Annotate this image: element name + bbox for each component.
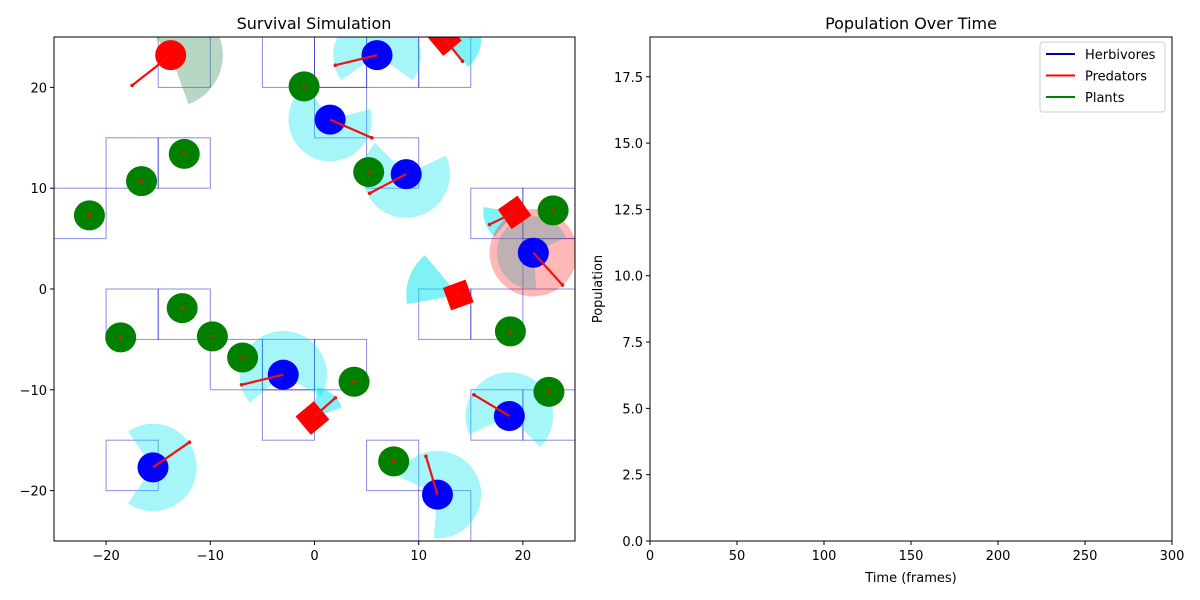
simulation-title: Survival Simulation [237, 14, 392, 33]
legend-label: Plants [1085, 91, 1125, 106]
heading-line [152, 441, 191, 469]
simulation-x-ticks: −20 −10 0 10 20 [92, 541, 531, 564]
heading-line [473, 393, 510, 417]
plant-center-dot [302, 84, 306, 88]
heading-line [329, 118, 373, 139]
heading-tip [456, 293, 461, 297]
population-x-axis-label: Time (frames) [864, 571, 956, 586]
grid-cell [157, 288, 211, 340]
x-tick-label: 100 [812, 549, 837, 564]
grid-cell [261, 338, 315, 391]
x-tick-label: −20 [92, 549, 119, 564]
heading-tip [333, 63, 338, 68]
y-tick-label: 12.5 [614, 203, 643, 218]
x-tick-label: 20 [515, 549, 532, 564]
simulation-plot-area [54, 37, 575, 541]
y-tick-label: 0 [39, 283, 47, 298]
y-tick-label: 2.5 [622, 469, 643, 484]
population-y-ticks: 0.0 2.5 5.0 7.5 10.0 12.5 15.0 17.5 [614, 71, 650, 550]
heading-tip [130, 83, 134, 88]
population-axes: Population Over Time 0 50 100 150 200 250 300 … [591, 14, 1184, 586]
herbivore-marker [137, 452, 169, 483]
heading-line [311, 397, 337, 419]
heading-tip [424, 454, 428, 459]
plant-center-dot [210, 334, 214, 338]
plant-center-dot [352, 380, 356, 384]
y-tick-label: −20 [20, 485, 47, 500]
population-x-ticks: 0 50 100 150 200 250 300 [646, 541, 1185, 564]
heading-line [335, 54, 378, 67]
population-title: Population Over Time [825, 14, 997, 33]
heading-lines [130, 38, 565, 495]
plants [73, 71, 569, 477]
heading-tip [239, 382, 244, 387]
heading-tip [460, 59, 465, 63]
grid-cell [314, 86, 368, 139]
x-tick-label: 300 [1160, 549, 1185, 564]
y-tick-label: 5.0 [622, 402, 643, 417]
plant-center-dot [139, 179, 144, 183]
legend-label: Herbivores [1085, 48, 1156, 63]
y-tick-label: 0.0 [622, 535, 643, 550]
x-tick-label: 50 [729, 549, 746, 564]
herbivore-vision-cone [333, 37, 421, 81]
grid-cell [261, 37, 315, 88]
grid-cell [54, 187, 107, 240]
heading-line [369, 173, 407, 195]
grid-cell [314, 338, 368, 391]
heading-tip [560, 283, 565, 287]
y-tick-label: 15.0 [614, 137, 643, 152]
x-tick-label: 10 [410, 549, 427, 564]
y-tick-label: 10 [30, 182, 47, 197]
x-tick-label: 150 [899, 549, 924, 564]
legend-label: Predators [1085, 70, 1147, 85]
plant-center-dot [119, 335, 123, 339]
plant-center-dot [551, 208, 555, 212]
y-tick-label: 7.5 [622, 336, 643, 351]
grid-cell [470, 288, 524, 340]
plant-center-dot [180, 306, 184, 310]
y-tick-label: 20 [30, 81, 47, 96]
heading-line [532, 251, 564, 286]
legend-box [1039, 41, 1166, 113]
x-tick-label: 0 [310, 549, 318, 564]
plant-center-dot [508, 329, 512, 333]
plant-center-dot [547, 390, 551, 394]
plant-center-dot [367, 170, 371, 174]
plant-center-dot [182, 152, 186, 156]
heading-tip [487, 222, 492, 227]
grid-cell [209, 338, 263, 391]
heading-tip [370, 136, 374, 140]
x-tick-label: 0 [646, 549, 654, 564]
herbivore-marker [361, 40, 393, 71]
heading-line [489, 211, 516, 226]
x-tick-label: 250 [1073, 549, 1098, 564]
simulation-y-ticks: −20 −10 0 10 20 [20, 81, 54, 500]
x-tick-label: −10 [197, 549, 224, 564]
x-tick-label: 200 [986, 549, 1011, 564]
grid-cell [157, 137, 211, 189]
plant-center-dot [87, 213, 92, 218]
y-tick-label: −10 [20, 384, 47, 399]
heading-tip [187, 440, 192, 445]
heading-tip [367, 191, 372, 196]
predator-marker [155, 40, 187, 71]
simulation-axes: Survival Simulation −20 −10 0 10 20 −20 −10 0 1… [20, 14, 576, 564]
heading-line [131, 54, 172, 87]
plant-center-dot [241, 355, 245, 360]
population-y-axis-label: Population [591, 255, 606, 323]
y-tick-label: 17.5 [614, 71, 643, 86]
heading-line [424, 456, 439, 495]
grid-cell [366, 439, 420, 492]
plant-center-dot [392, 459, 396, 463]
heading-tip [333, 396, 338, 400]
heading-line [241, 373, 284, 386]
predator-marker [427, 37, 462, 56]
population-legend: Herbivores Predators Plants [1039, 41, 1166, 113]
heading-tip [472, 393, 476, 397]
heading-line [443, 38, 464, 62]
y-tick-label: 10.0 [614, 270, 643, 285]
